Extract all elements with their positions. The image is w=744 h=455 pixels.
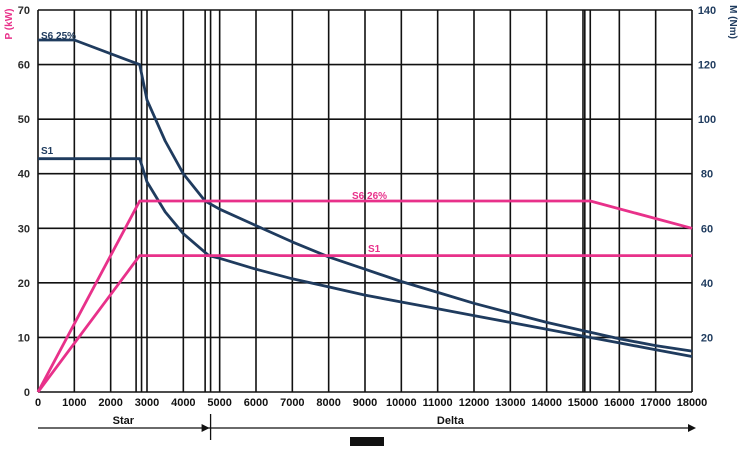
x-axis-tick-label: 1000 (62, 397, 86, 409)
left-axis-tick-label: 60 (18, 60, 30, 72)
right-axis-tick-label: 120 (698, 60, 716, 72)
right-axis-tick-label: 40 (701, 278, 713, 290)
right-axis-tick-label: 20 (701, 332, 713, 344)
left-axis-tick-label: 40 (18, 169, 30, 181)
series-labels: S6 25% S1 S6 26% S1 (41, 31, 387, 255)
x-axis-tick-label: 15000 (568, 397, 599, 409)
series-line-torque-s1 (38, 157, 693, 358)
arrow-star (201, 424, 210, 432)
x-axis-tick-label: 14000 (531, 397, 562, 409)
series-label: S1 (41, 146, 54, 157)
operating-mode-bar: Star Delta (38, 414, 696, 440)
series-label: S6 26% (352, 191, 387, 202)
x-axis-tick-label: 11000 (423, 397, 453, 409)
x-axis-tick-label: 9000 (353, 397, 377, 409)
x-axis: 0 1000 2000 3000 4000 5000 6000 7000 8000 9000 100… (35, 397, 707, 409)
left-axis-tick-label: 50 (18, 114, 30, 126)
series-line-power-s6-25- (36, 199, 693, 393)
legend-black-bar (350, 437, 384, 446)
x-axis-tick-label: 13000 (495, 397, 526, 409)
mode-label-delta: Delta (437, 415, 465, 427)
x-axis-tick-label: 18000 (677, 397, 708, 409)
x-axis-tick-label: 3000 (135, 397, 159, 409)
x-axis-tick-label: 6000 (244, 397, 268, 409)
mode-label-star: Star (113, 415, 135, 427)
right-axis: M (Nm) 20 40 60 80 100 120 140 (698, 5, 738, 344)
x-axis-tick-label: 2000 (98, 397, 122, 409)
x-axis-tick-label: 10000 (386, 397, 417, 409)
series-label: S6 25% (41, 31, 76, 42)
right-axis-tick-label: 80 (701, 169, 713, 181)
left-axis-tick-label: 30 (18, 223, 30, 235)
left-axis-tick-label: 70 (18, 5, 30, 17)
x-axis-tick-label: 16000 (604, 397, 635, 409)
x-axis-tick-label: 12000 (459, 397, 490, 409)
x-axis-tick-label: 7000 (280, 397, 304, 409)
series-lines (36, 38, 693, 393)
left-axis-tick-label: 20 (18, 278, 30, 290)
arrow-delta (688, 424, 696, 432)
series-label: S1 (368, 244, 381, 255)
x-axis-tick-label: 17000 (640, 397, 671, 409)
left-axis-tick-label: 0 (24, 387, 30, 399)
right-axis-title: M (Nm) (727, 5, 738, 39)
right-axis-tick-label: 140 (698, 5, 716, 17)
series-line-power-s1 (36, 254, 692, 393)
right-axis-tick-label: 100 (698, 114, 716, 126)
left-axis: P (kW) 0 10 20 30 40 50 60 70 (4, 5, 30, 399)
left-axis-title: P (kW) (4, 9, 15, 40)
x-axis-tick-label: 0 (35, 397, 41, 409)
x-axis-tick-label: 4000 (171, 397, 195, 409)
right-axis-tick-label: 60 (701, 223, 713, 235)
x-axis-tick-label: 5000 (207, 397, 231, 409)
x-axis-tick-label: 8000 (316, 397, 340, 409)
left-axis-tick-label: 10 (18, 332, 30, 344)
